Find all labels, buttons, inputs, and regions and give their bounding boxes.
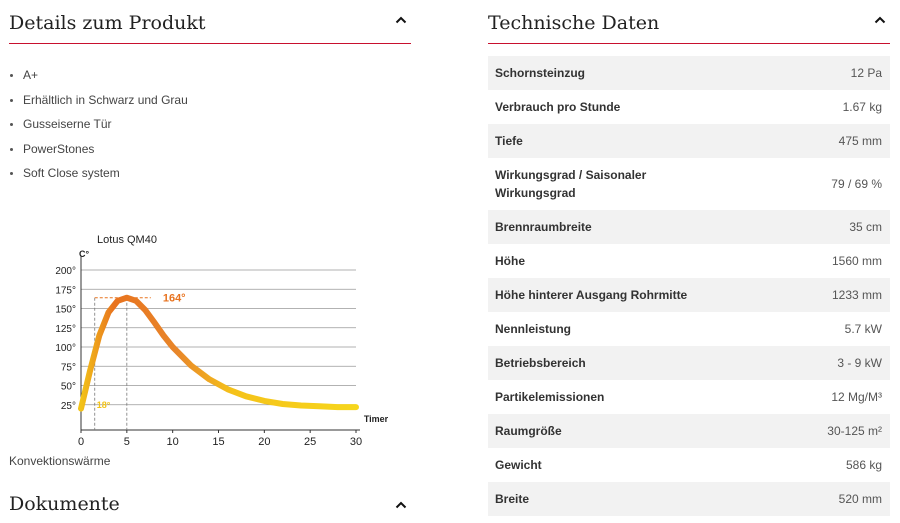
- x-tick-label: 20: [258, 436, 270, 445]
- x-tick-label: 25: [304, 436, 316, 445]
- spec-label: Tiefe: [495, 134, 523, 148]
- spec-value: 586 kg: [845, 458, 882, 472]
- spec-label: Brennraumbreite: [495, 220, 592, 234]
- details-section-header[interactable]: Details zum Produkt: [9, 0, 411, 44]
- table-row: Raumgröße 30-125 m²: [488, 414, 890, 448]
- table-row: Höhe 1560 mm: [488, 244, 890, 278]
- specs-section-header[interactable]: Technische Daten: [488, 0, 890, 44]
- documents-section-header[interactable]: Dokumente: [9, 483, 411, 523]
- table-row: Schornsteinzug 12 Pa: [488, 56, 890, 90]
- table-row: Brennraumbreite 35 cm: [488, 210, 890, 244]
- left-column: Details zum Produkt A+ Erhältlich in Sch…: [9, 0, 411, 515]
- specs-title: Technische Daten: [488, 12, 660, 34]
- x-tick-label: 15: [212, 436, 224, 445]
- spec-value: 35 cm: [849, 220, 882, 234]
- spec-label: Partikelemissionen: [495, 390, 605, 404]
- y-tick-label: 75°: [61, 362, 76, 373]
- list-item: Erhältlich in Schwarz und Grau: [9, 91, 188, 116]
- spec-value: 1.67 kg: [842, 100, 882, 114]
- list-item: Soft Close system: [9, 164, 188, 189]
- y-tick-label: 100°: [55, 343, 76, 354]
- x-tick-label: 10: [167, 436, 179, 445]
- table-row: Breite 520 mm: [488, 482, 890, 516]
- spec-label: Breite: [495, 492, 530, 506]
- table-row: Nennleistung 5.7 kW: [488, 312, 890, 346]
- spec-label: Verbrauch pro Stunde: [495, 100, 621, 114]
- series-line: [78, 294, 359, 412]
- x-tick-label: 0: [78, 436, 84, 445]
- table-row: Höhe hinterer Ausgang Rohrmitte 1233 mm: [488, 278, 890, 312]
- y-tick-label: 125°: [55, 324, 76, 335]
- right-column: Technische Daten Schornsteinzug 12 Pa Verb…: [488, 0, 890, 516]
- y-tick-label: 200°: [55, 266, 76, 277]
- feature-list: A+ Erhältlich in Schwarz und Grau Gussei…: [9, 66, 188, 189]
- spec-value: 1233 mm: [831, 288, 882, 302]
- spec-value: 1560 mm: [831, 254, 882, 268]
- table-row: Tiefe 475 mm: [488, 124, 890, 158]
- heat-chart: 25° 50° 75° 100° 125° 150° 175° 200° 0 5 10 15 20 25 3…: [55, 234, 389, 445]
- y-axis-label: C°: [79, 249, 89, 259]
- spec-value: 79 / 69 %: [831, 177, 882, 191]
- spec-value: 30-125 m²: [827, 424, 882, 438]
- table-row: Wirkungsgrad / Saisonaler Wirkungsgrad 79…: [488, 158, 890, 210]
- chevron-up-icon[interactable]: [874, 16, 886, 24]
- spec-value: 475 mm: [838, 134, 882, 148]
- start-label: 18°: [97, 400, 111, 410]
- spec-value: 12 Pa: [850, 66, 882, 80]
- x-tick-label: 5: [124, 436, 130, 445]
- table-row: Partikelemissionen 12 Mg/M³: [488, 380, 890, 414]
- x-axis-label: Timer: [364, 414, 389, 424]
- spec-table: Schornsteinzug 12 Pa Verbrauch pro Stunde 1…: [488, 56, 890, 516]
- y-tick-label: 150°: [55, 305, 76, 316]
- chart-caption: Konvektionswärme: [9, 454, 111, 468]
- details-title: Details zum Produkt: [9, 12, 206, 34]
- chart-title: Lotus QM40: [97, 234, 157, 246]
- list-item: Gusseiserne Tür: [9, 115, 188, 140]
- chevron-up-icon[interactable]: [395, 501, 407, 509]
- spec-value: 520 mm: [838, 492, 882, 506]
- list-item: PowerStones: [9, 140, 188, 165]
- table-row: Verbrauch pro Stunde 1.67 kg: [488, 90, 890, 124]
- spec-label: Höhe hinterer Ausgang Rohrmitte: [495, 288, 688, 302]
- y-tick-label: 25°: [61, 401, 76, 412]
- table-row: Betriebsbereich 3 - 9 kW: [488, 346, 890, 380]
- chevron-up-icon[interactable]: [395, 16, 407, 24]
- list-item: A+: [9, 66, 188, 91]
- y-tick-label: 175°: [55, 285, 76, 296]
- spec-label: Raumgröße: [495, 424, 562, 438]
- table-row: Gewicht 586 kg: [488, 448, 890, 482]
- documents-title: Dokumente: [9, 493, 120, 515]
- x-tick-label: 30: [350, 436, 362, 445]
- spec-label: Gewicht: [495, 458, 542, 472]
- spec-label: Nennleistung: [495, 322, 572, 336]
- spec-label: Wirkungsgrad / Saisonaler Wirkungsgrad: [495, 168, 647, 200]
- y-tick-label: 50°: [61, 382, 76, 393]
- spec-label: Höhe: [495, 254, 525, 268]
- spec-value: 5.7 kW: [844, 322, 882, 336]
- spec-value: 3 - 9 kW: [837, 356, 882, 370]
- spec-value: 12 Mg/M³: [831, 390, 882, 404]
- spec-label: Schornsteinzug: [495, 66, 586, 80]
- spec-label: Betriebsbereich: [495, 356, 586, 370]
- peak-label: 164°: [163, 293, 186, 305]
